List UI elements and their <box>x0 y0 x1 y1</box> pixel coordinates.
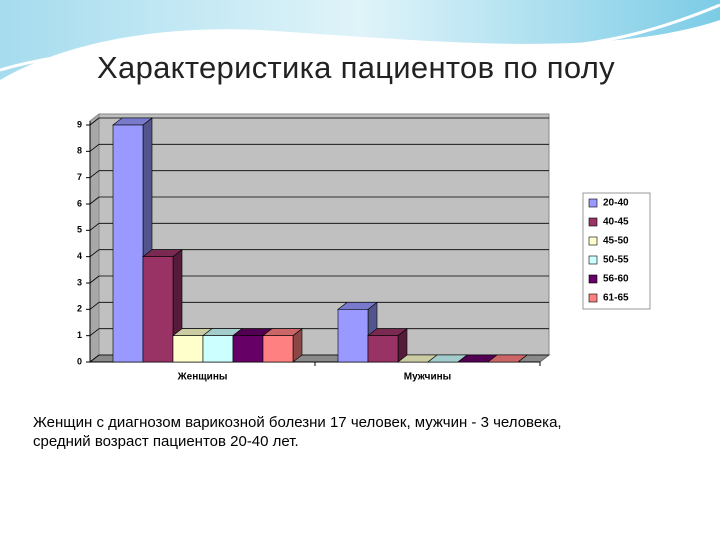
grid-line-side <box>89 302 100 310</box>
bar <box>142 256 174 363</box>
bar <box>262 335 294 363</box>
y-tick-label: 2 <box>77 304 82 314</box>
y-tick-label: 7 <box>77 172 82 182</box>
grid-line-side <box>89 170 100 178</box>
legend-swatch <box>588 293 598 303</box>
slide-title: Характеристика пациентов по полу <box>97 50 615 85</box>
bar <box>232 335 264 363</box>
legend-box <box>582 192 651 310</box>
legend-label: 50-55 <box>603 255 629 266</box>
y-tick-label: 6 <box>77 198 82 208</box>
bar <box>337 309 369 363</box>
legend-label: 61-65 <box>603 293 629 304</box>
grid-line-side <box>89 328 100 336</box>
x-tick-label: Женщины <box>177 372 228 383</box>
y-tick-label: 1 <box>77 330 82 340</box>
header-swoosh-line <box>0 3 720 72</box>
side-wall <box>89 112 100 364</box>
legend-label: 20-40 <box>603 198 629 209</box>
grid-line-side <box>89 196 100 205</box>
bar <box>202 335 234 363</box>
bar <box>112 124 144 363</box>
legend-swatch <box>588 255 598 265</box>
grid-line-side <box>89 223 100 231</box>
legend-label: 45-50 <box>603 236 629 247</box>
grid-line-side <box>89 249 100 257</box>
y-tick-label: 5 <box>77 225 82 235</box>
legend-swatch <box>588 274 598 284</box>
legend-label: 40-45 <box>603 217 629 228</box>
grid-line-side <box>89 117 100 126</box>
legend-swatch <box>588 217 598 227</box>
grid-line-side <box>89 144 100 152</box>
legend-swatch <box>588 198 598 208</box>
header-swoosh <box>0 0 720 80</box>
legend-label: 56-60 <box>603 274 629 285</box>
bar <box>367 335 399 363</box>
y-tick-label: 9 <box>77 119 82 129</box>
y-tick-label: 8 <box>77 146 82 156</box>
y-tick-label: 4 <box>77 251 82 261</box>
legend-swatch <box>588 236 598 246</box>
grid-line-side <box>89 275 100 284</box>
grid-line-side <box>89 354 100 363</box>
y-tick-label: 3 <box>77 277 82 287</box>
x-tick-label: Мужчины <box>404 372 451 383</box>
caption-line: Женщин с диагнозом варикозной болезни 17… <box>33 414 562 431</box>
bar-top <box>487 354 528 363</box>
bar <box>172 335 204 363</box>
y-tick-label: 0 <box>77 356 82 366</box>
caption-line: средний возраст пациентов 20-40 лет. <box>33 433 299 450</box>
